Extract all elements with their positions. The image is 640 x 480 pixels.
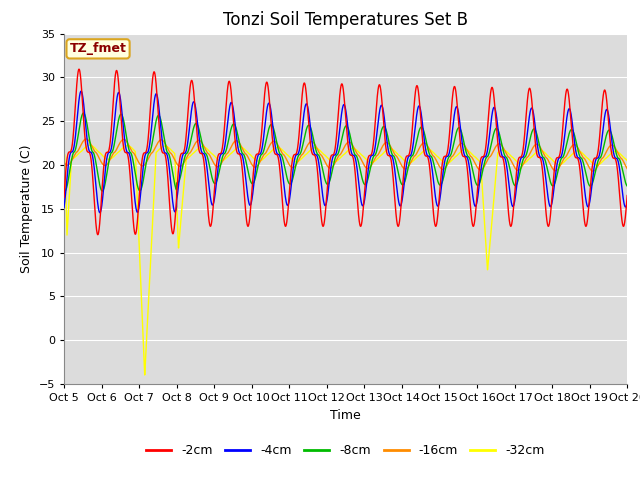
Legend: -2cm, -4cm, -8cm, -16cm, -32cm: -2cm, -4cm, -8cm, -16cm, -32cm — [141, 439, 550, 462]
Text: TZ_fmet: TZ_fmet — [70, 42, 127, 55]
X-axis label: Time: Time — [330, 408, 361, 421]
Title: Tonzi Soil Temperatures Set B: Tonzi Soil Temperatures Set B — [223, 11, 468, 29]
Y-axis label: Soil Temperature (C): Soil Temperature (C) — [20, 144, 33, 273]
